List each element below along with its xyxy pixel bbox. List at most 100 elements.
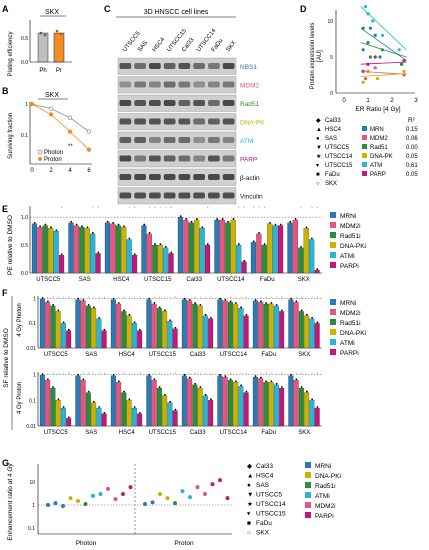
legend-label: ATMi: [340, 253, 355, 260]
bar-dot: [270, 380, 273, 383]
bar-atmi: [167, 402, 173, 427]
bar-mrni: [214, 219, 220, 274]
blot-band: [119, 155, 132, 162]
enhancement-point-proton: [218, 478, 222, 483]
significance-star: *: [207, 205, 209, 210]
bar-parpi: [95, 253, 101, 274]
lane-label: SKX: [225, 40, 237, 53]
bar-mrni: [250, 242, 257, 274]
bar-dot: [311, 316, 314, 319]
bar-rad51i: [50, 305, 56, 349]
bar-dot: [81, 225, 83, 228]
bar-dot: [188, 376, 191, 379]
scatter-point: [376, 77, 380, 81]
bar-dot: [229, 300, 232, 303]
blot-band: [222, 155, 235, 162]
significance-star: *: [210, 295, 212, 300]
significance-star: *: [301, 371, 303, 376]
bar-mdm2i: [116, 382, 122, 427]
significance-star: *: [253, 205, 255, 210]
enhancement-point-proton: [225, 496, 230, 501]
y-tick-label: 0.01: [26, 424, 36, 430]
blot-band: [208, 118, 220, 125]
blot-band: [178, 118, 191, 125]
bar-atmi: [96, 318, 102, 349]
r2-value: 0.00: [406, 145, 418, 151]
panel-d-xtick-1: 1: [366, 98, 370, 104]
category-label: FaDu: [261, 430, 276, 436]
bar-dot: [123, 390, 126, 393]
bar-dot: [204, 313, 207, 316]
panel-f-sub1: 4 Gy Photon: [17, 303, 23, 336]
legend-swatch: [305, 472, 311, 478]
bar-dot: [112, 221, 115, 224]
panel-e-ylabel: PE relative to DMSO: [7, 215, 14, 275]
bar-dot: [290, 297, 293, 300]
bar-dot: [224, 298, 227, 301]
blot-band: [119, 118, 132, 125]
bar-atmi: [163, 247, 169, 274]
y-tick-label: 0.0: [21, 271, 28, 277]
scatter-point: [400, 62, 404, 66]
cell-line-name: SKX: [325, 181, 337, 187]
bar-dot: [229, 378, 232, 381]
panel-f-sub2: 4 Gy Proton: [17, 382, 23, 414]
blot-band: [134, 118, 146, 125]
significance-star: *: [52, 371, 54, 376]
bar-dot: [310, 237, 313, 240]
bar-atmi: [60, 323, 66, 349]
category-label: UTSCC15: [144, 277, 172, 283]
bar-dna-pki: [197, 305, 203, 349]
survival-point: [86, 129, 92, 134]
bar-dot: [188, 298, 191, 301]
band-label: MDM2: [240, 83, 260, 90]
panel-f-legend: MRNi MDM2i Rad51i DNA-PKi ATMi PARPi: [330, 299, 366, 357]
blot-band: [119, 63, 132, 69]
significance-star: *: [296, 295, 298, 300]
scatter-point: [366, 41, 370, 45]
shape-marker: ■: [316, 172, 320, 178]
legend-label: PARPi: [315, 513, 334, 520]
shape-marker: ○: [247, 530, 251, 537]
blot-band: [163, 100, 176, 106]
scatter-point: [380, 33, 384, 38]
bar-parpi: [66, 330, 72, 349]
significance-star: *: [300, 205, 302, 210]
lane-label: SAS: [137, 40, 149, 53]
bar-dot: [280, 386, 283, 388]
panel-c-title: 3D HNSCC cell lines: [144, 9, 209, 16]
panel-g-ytick-2: 10: [29, 480, 35, 486]
bar-dot: [103, 411, 106, 414]
panel-b: B SKX Surviving fraction 1 0.1 0 2 4 6 *…: [2, 86, 92, 174]
bar-mrni: [75, 299, 81, 349]
panel-f-ylabel: SF relative to DMSO: [3, 328, 10, 388]
bar-mdm2i: [258, 302, 264, 349]
bar-dot: [169, 319, 172, 322]
category-label: Cal33: [186, 277, 202, 283]
bar-mdm2i: [183, 219, 189, 274]
bar-mdm2i: [187, 378, 193, 427]
blot-band: [134, 63, 146, 69]
panel-b-xtick-0: 0: [30, 168, 34, 174]
survival-curve-photon: [31, 103, 90, 132]
panel-d-ytick-2: 10: [327, 19, 333, 25]
significance-star: *: [149, 205, 151, 210]
significance-star: *: [164, 295, 166, 300]
panel-a-dot: [59, 32, 63, 36]
significance-star: *: [258, 205, 260, 210]
bar-mrni: [181, 375, 187, 427]
panel-b-annotation: **: [68, 144, 73, 150]
panel-g-letter: G: [2, 458, 9, 468]
bar-dna-pki: [194, 219, 200, 274]
bar-dot: [123, 225, 125, 228]
scatter-point: [373, 33, 377, 38]
blot-band: [208, 192, 220, 199]
enhancement-point-photon: [91, 493, 95, 498]
blot-strip: [117, 113, 237, 131]
bar-rad51i: [79, 227, 85, 274]
bar-mrni: [288, 375, 294, 427]
bar-parpi: [172, 410, 178, 427]
bar-mrni: [181, 299, 187, 349]
bar-atmi: [131, 323, 137, 349]
significance-star: *: [200, 295, 202, 300]
